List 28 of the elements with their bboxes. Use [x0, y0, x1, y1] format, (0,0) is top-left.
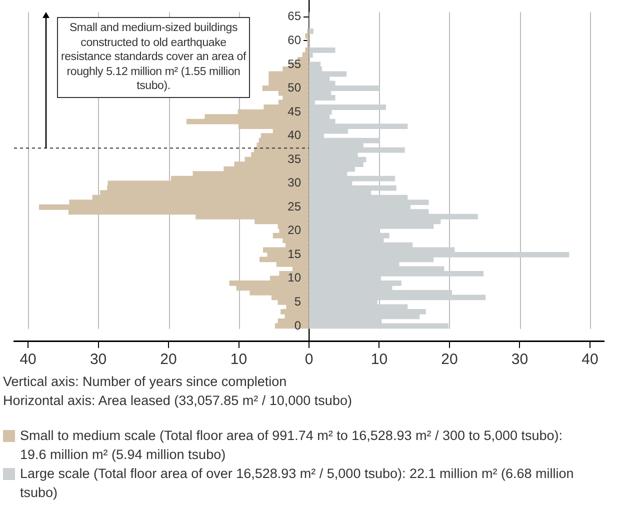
y-tick-label: 45	[288, 104, 302, 118]
x-tick-label: 10	[370, 351, 388, 368]
annotation: Small and medium-sized buildings constructed to old earthquake resistance standards cover an area of roughly 5.12 million m² (1.55 million tsubo).	[57, 17, 250, 98]
y-tick-label: 50	[288, 80, 302, 95]
y-tick-label: 30	[288, 176, 302, 190]
y-tick-label: 10	[288, 270, 302, 285]
x-axis-title: Horizontal axis: Area leased (33,057.85 m² / 10,000 tsubo)	[3, 392, 353, 410]
x-tick-label: 10	[230, 351, 248, 368]
legend-label: Large scale (Total floor area of over 16,528.93 m² / 5,000 tsubo): 22.1 million m² (6.68 million tsubo)	[20, 466, 574, 500]
y-tick-label: 65	[288, 9, 302, 24]
y-tick-label: 40	[288, 128, 302, 142]
y-tick-label: 0	[294, 318, 302, 332]
y-tick-label: 55	[288, 56, 302, 71]
x-tick-label: 40	[582, 351, 598, 368]
y-tick-label: 60	[288, 33, 302, 48]
legend-label: Small to medium scale (Total floor area of 991.74 m² to 16,528.93 m² / 300 to 5,000 tsubo): 19.6 million m² (5.94 million tsubo)	[20, 428, 563, 462]
x-tick-label: 20	[441, 351, 458, 368]
x-tick-label: 40	[20, 351, 36, 368]
x-tick-label: 30	[90, 351, 107, 368]
y-tick-label: 20	[288, 223, 302, 238]
y-tick-label: 5	[294, 294, 302, 309]
y-tick-label: 35	[288, 152, 302, 166]
y-tick-label: 15	[288, 246, 302, 261]
x-tick-label: 30	[511, 351, 528, 368]
text: Vertical axis: Number of years since completion	[3, 373, 288, 391]
x-tick-label: 20	[160, 351, 177, 368]
bar	[309, 28, 314, 34]
y-tick-label: 25	[288, 199, 302, 214]
